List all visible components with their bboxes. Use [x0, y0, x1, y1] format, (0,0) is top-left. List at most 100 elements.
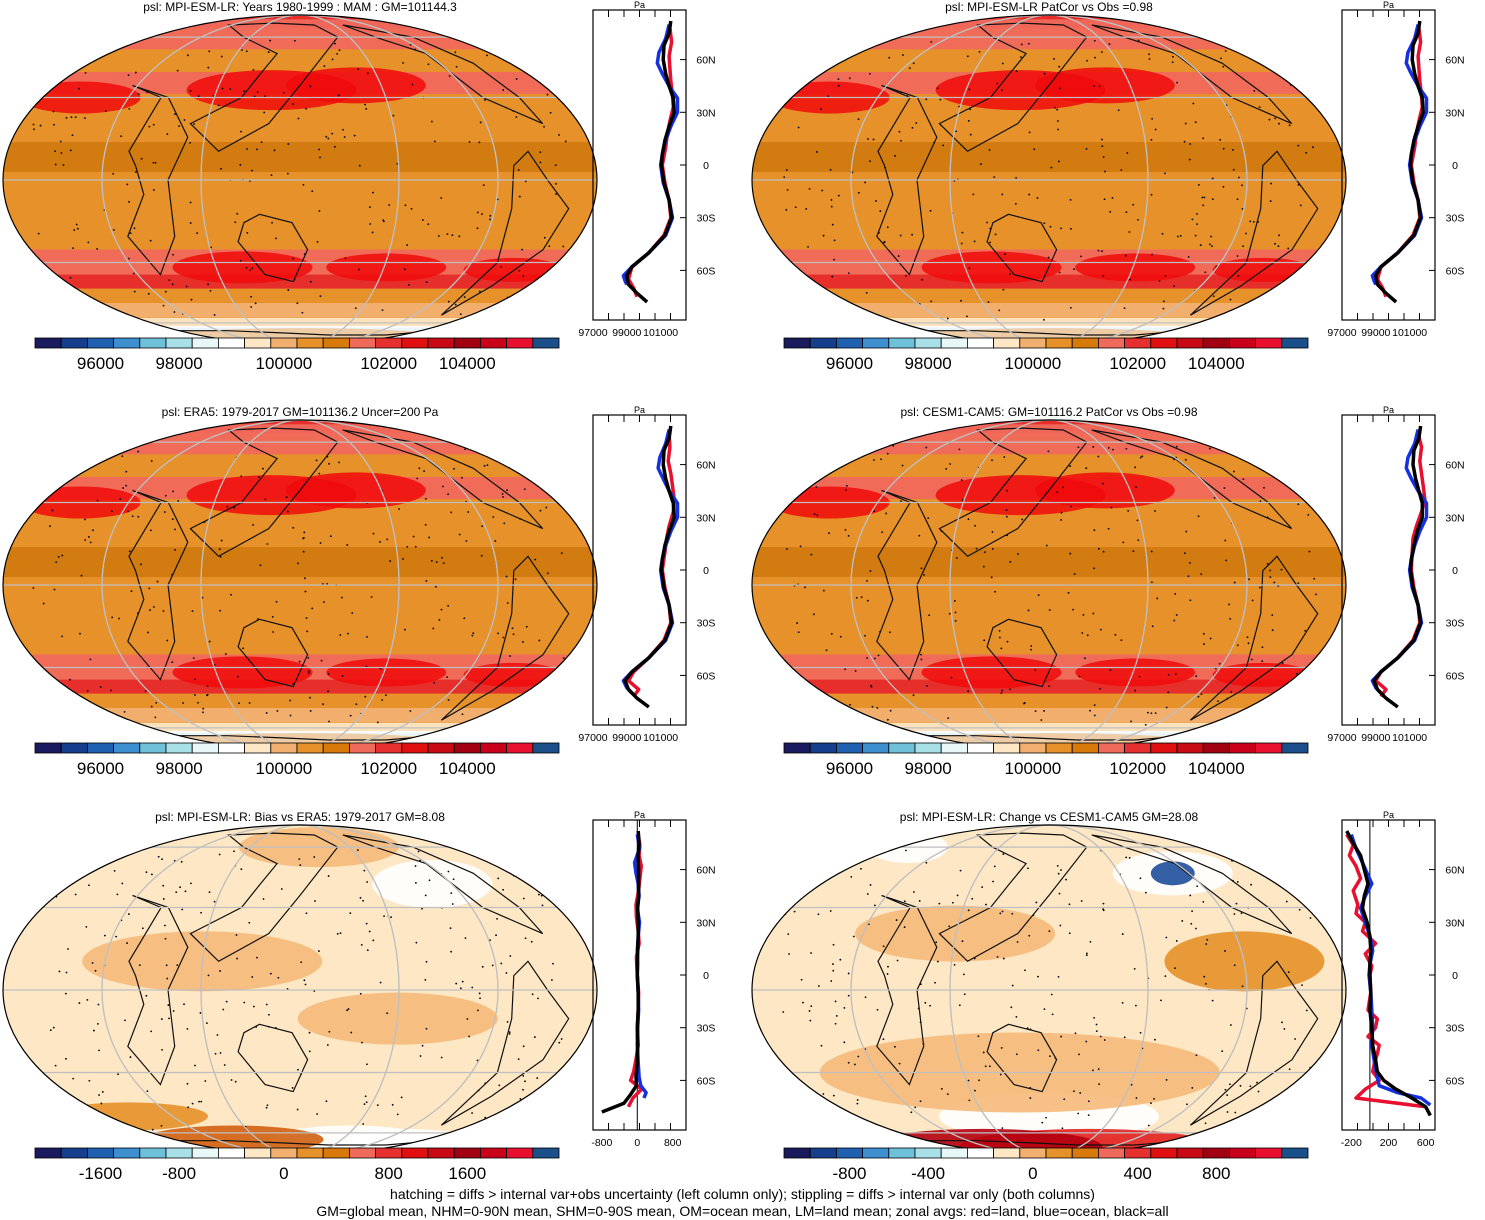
colorbar-swatch-13: [1124, 337, 1152, 349]
map-field: [3, 420, 597, 750]
profile-value-label: 99000: [1361, 732, 1390, 744]
colorbar-swatch-11: [322, 337, 350, 349]
stippling: [32, 39, 567, 318]
profile-lat-label: 30S: [697, 1023, 716, 1035]
colorbar-swatch-9: [270, 1147, 298, 1159]
colorbar-tick-label: 98000: [904, 759, 951, 778]
colorbar-swatch-14: [401, 1147, 429, 1159]
profile-value-label: -200: [1341, 1137, 1362, 1149]
colorbar-swatch-2: [87, 742, 115, 754]
profile-line-all: [623, 425, 676, 709]
colorbar-swatch-18: [506, 742, 534, 754]
colorbar-swatch-3: [113, 742, 141, 754]
map-field: [752, 15, 1346, 345]
colorbar-swatch-18: [506, 337, 534, 349]
profile-line-all: [1372, 425, 1425, 709]
colorbar-swatch-12: [1098, 742, 1126, 754]
colorbar-swatch-2: [836, 1147, 864, 1159]
coastline-africa: [127, 894, 189, 1086]
colorbar-swatch-1: [60, 742, 88, 754]
colorbar-swatch-4: [139, 1147, 167, 1159]
colorbar-swatch-2: [87, 1147, 115, 1159]
profile-lat-label: 30S: [1446, 1023, 1465, 1035]
profile-lat-label: 60S: [1446, 265, 1465, 277]
colorbar-swatch-0: [34, 337, 62, 349]
colorbar-tick-label: 1600: [448, 1164, 486, 1183]
profile-lat-label: 0: [1452, 970, 1458, 982]
profile-lat-label: 0: [703, 565, 709, 577]
stippling: [781, 39, 1314, 321]
colorbar-swatch-16: [1202, 1147, 1230, 1159]
colorbar-swatch-17: [1229, 1147, 1257, 1159]
colorbar-tick-label: 98000: [904, 354, 951, 373]
panel-4: psl: CESM1-CAM5: GM=101116.2 PatCor vs O…: [751, 405, 1465, 778]
pressure-band-5: [3, 679, 597, 694]
coastline-africa: [876, 489, 938, 681]
colorbar-swatch-19: [532, 742, 560, 754]
coastline-south-america: [1189, 555, 1319, 721]
pressure-band-6: [752, 708, 1346, 723]
panel-title: psl: CESM1-CAM5: GM=101116.2 PatCor vs O…: [900, 405, 1197, 419]
coastline-australia: [237, 213, 309, 283]
profile-lat-label: 30S: [697, 618, 716, 630]
colorbar-swatch-4: [888, 337, 916, 349]
colorbar-swatch-0: [783, 337, 811, 349]
profile-value-label: 97000: [578, 732, 607, 744]
colorbar-swatch-1: [809, 1147, 837, 1159]
pressure-band-5: [752, 274, 1346, 289]
profile-value-label: 101000: [643, 732, 678, 744]
coastline-eurasia: [189, 427, 339, 558]
colorbar-tick-label: 102000: [360, 759, 417, 778]
panel-title: psl: MPI-ESM-LR PatCor vs Obs =0.98: [945, 0, 1153, 14]
high-pressure-cell-2: [921, 656, 1062, 689]
colorbar-swatch-5: [165, 1147, 193, 1159]
anomaly-patch-3: [1150, 861, 1195, 886]
colorbar-tick-label: 96000: [77, 354, 124, 373]
panel-2: psl: MPI-ESM-LR PatCor vs Obs =0.98 96000…: [751, 0, 1465, 373]
colorbar-swatch-16: [453, 337, 481, 349]
colorbar-swatch-18: [506, 1147, 534, 1159]
graticule: [752, 419, 1346, 751]
profile-line-all: [625, 20, 676, 304]
colorbar-swatch-6: [191, 337, 219, 349]
map-field: [752, 420, 1346, 750]
anomaly-patch-5: [862, 1128, 1103, 1155]
colorbar-tick-label: 800: [1202, 1164, 1230, 1183]
profile-lat-label: 0: [1452, 565, 1458, 577]
map-field: [752, 825, 1346, 1155]
colorbar-swatch-6: [940, 337, 968, 349]
zonal-mean-profile: Pa 60N 30N 0 30S 60S -200 200 600: [1341, 810, 1465, 1149]
colorbar-swatch-11: [322, 742, 350, 754]
colorbar-tick-label: -800: [832, 1164, 866, 1183]
colorbar-swatch-4: [139, 742, 167, 754]
coastline-south-america: [1189, 150, 1319, 316]
panel-5: psl: MPI-ESM-LR: Bias vs ERA5: 1979-2017…: [2, 810, 716, 1183]
colorbar-swatch-4: [888, 742, 916, 754]
colorbar-swatch-3: [113, 1147, 141, 1159]
footer-note-hatching: hatching = diffs > internal var+obs unce…: [390, 1186, 1095, 1202]
colorbar: 96000 98000 100000 102000 104000: [783, 337, 1309, 373]
panel-1: psl: MPI-ESM-LR: Years 1980-1999 : MAM :…: [2, 0, 716, 373]
colorbar-tick-label: 98000: [155, 759, 202, 778]
coastline-australia: [986, 213, 1058, 283]
pressure-band-6: [3, 708, 597, 723]
profile-line-land: [1375, 27, 1425, 298]
colorbar-swatch-8: [993, 337, 1021, 349]
colorbar-swatch-13: [375, 1147, 403, 1159]
zonal-mean-profile: Pa 60N 30N 0 30S 60S 97000 99000 101000: [1327, 405, 1464, 744]
coastline-eurasia: [938, 22, 1088, 153]
coastlines: [127, 22, 570, 345]
colorbar-swatch-5: [165, 742, 193, 754]
colorbar-swatch-3: [113, 337, 141, 349]
profile-line-ocean: [1349, 833, 1432, 1107]
high-pressure-cell-3: [1075, 658, 1196, 687]
profile-value-label: -800: [591, 1137, 612, 1149]
high-pressure-cell-3: [1075, 253, 1196, 282]
pressure-band-3: [752, 142, 1346, 173]
coastline-australia: [237, 618, 309, 688]
colorbar-swatch-11: [322, 1147, 350, 1159]
map-field: [3, 15, 597, 345]
colorbar-tick-label: 96000: [77, 759, 124, 778]
coastline-eurasia: [938, 832, 1088, 963]
